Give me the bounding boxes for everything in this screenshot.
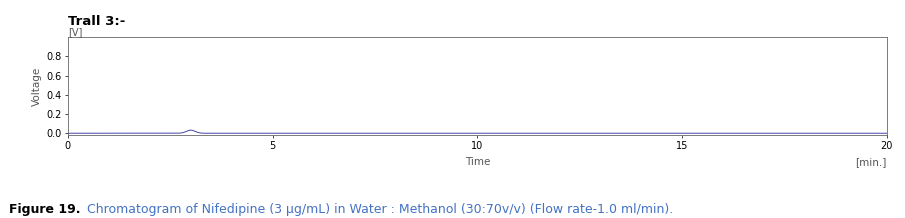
Text: Chromatogram of Nifedipine (3 μg/mL) in Water : Methanol (30:70v/v) (Flow rate-1: Chromatogram of Nifedipine (3 μg/mL) in …	[83, 203, 673, 216]
Text: Trall 3:-: Trall 3:-	[68, 15, 125, 28]
Text: [V]: [V]	[68, 27, 82, 37]
Text: Figure 19.: Figure 19.	[9, 203, 81, 216]
Y-axis label: Voltage: Voltage	[32, 66, 43, 106]
Text: [min.]: [min.]	[855, 157, 887, 167]
Text: Time: Time	[464, 157, 491, 167]
